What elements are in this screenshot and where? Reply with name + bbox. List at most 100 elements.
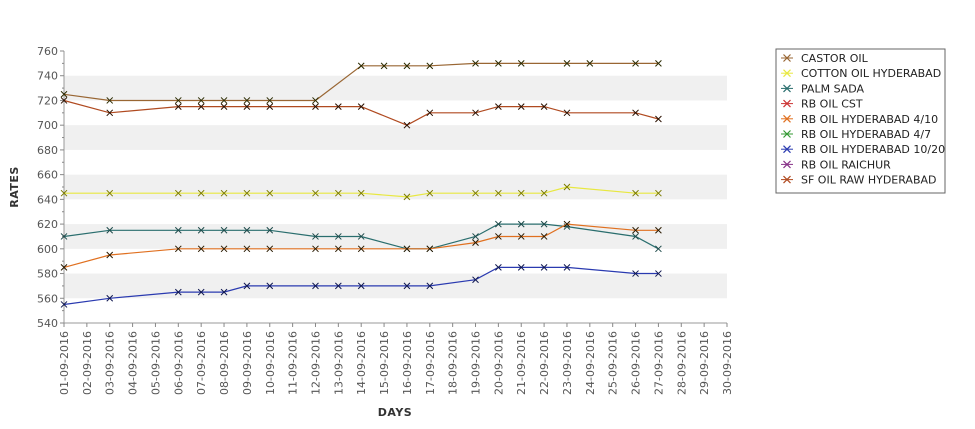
data-point	[655, 270, 662, 277]
data-point	[312, 282, 319, 290]
x-axis: 01-09-2016 02-09-2016 03-09-2016 04-09-2016…	[58, 323, 734, 395]
data-point	[312, 97, 319, 104]
data-point	[563, 183, 571, 191]
data-point	[563, 60, 571, 67]
x-tick-label: 17-09-2016	[424, 331, 437, 395]
x-tick-label: 15-09-2016	[378, 331, 391, 395]
data-point	[220, 189, 228, 197]
series-group	[60, 220, 662, 271]
x-tick-label: 25-09-2016	[607, 331, 620, 395]
data-point	[197, 245, 205, 253]
data-point	[60, 90, 68, 98]
x-tick-label: 20-09-2016	[492, 331, 505, 395]
data-point	[266, 189, 274, 197]
legend-label: PALM SADA	[801, 82, 865, 95]
y-tick-label: 700	[37, 119, 58, 132]
data-point	[472, 109, 479, 117]
data-point	[197, 103, 205, 110]
data-point	[60, 189, 68, 197]
data-point	[540, 233, 548, 240]
legend-label: SF OIL RAW HYDERABAD	[801, 174, 937, 187]
data-point	[334, 233, 342, 240]
data-point	[357, 282, 365, 290]
data-point	[60, 301, 68, 308]
x-tick-label: 03-09-2016	[104, 331, 117, 395]
x-tick-label: 02-09-2016	[81, 331, 94, 395]
data-point	[220, 245, 228, 253]
x-tick-label: 10-09-2016	[264, 331, 277, 395]
data-point	[312, 233, 319, 240]
data-point	[540, 103, 548, 110]
data-point	[540, 220, 548, 228]
y-tick-label: 600	[37, 243, 58, 256]
data-point	[60, 264, 68, 271]
series-group	[60, 264, 662, 308]
data-point	[357, 233, 365, 240]
data-point	[60, 97, 68, 104]
data-point	[266, 282, 274, 290]
legend-label: RB OIL HYDERABAD 4/7	[801, 128, 931, 141]
data-point	[632, 233, 639, 240]
data-point	[426, 109, 434, 117]
data-point	[403, 282, 411, 290]
x-tick-label: 06-09-2016	[172, 331, 185, 395]
x-tick-label: 21-09-2016	[515, 331, 528, 395]
data-point	[563, 109, 571, 117]
legend-label: CASTOR OIL	[801, 52, 869, 65]
y-tick-label: 620	[37, 218, 58, 231]
legend-label: COTTON OIL HYDERABAD	[801, 67, 941, 80]
data-point	[540, 189, 548, 197]
data-point	[220, 103, 228, 110]
data-point	[563, 220, 571, 228]
data-point	[517, 264, 525, 271]
data-point	[243, 226, 251, 234]
data-point	[540, 264, 548, 271]
y-axis-title: RATES	[8, 166, 21, 208]
data-point	[472, 189, 479, 197]
legend-label: RB OIL RAICHUR	[801, 158, 891, 171]
x-tick-label: 01-09-2016	[58, 331, 71, 395]
x-tick-label: 27-09-2016	[652, 331, 665, 395]
data-point	[517, 220, 525, 228]
x-tick-label: 08-09-2016	[218, 331, 231, 395]
data-point	[174, 288, 182, 296]
background-bands	[63, 51, 727, 324]
data-point	[174, 103, 182, 110]
x-tick-label: 16-09-2016	[401, 331, 414, 395]
data-point	[174, 189, 182, 197]
data-point	[472, 233, 479, 240]
series-group	[60, 97, 662, 129]
data-point	[472, 239, 479, 246]
x-tick-label: 14-09-2016	[355, 331, 368, 395]
x-tick-label: 22-09-2016	[538, 331, 551, 395]
x-tick-label: 24-09-2016	[584, 331, 597, 395]
data-point	[403, 62, 411, 70]
data-point	[243, 97, 251, 104]
y-tick-label: 580	[37, 268, 58, 281]
x-tick-label: 26-09-2016	[630, 331, 643, 395]
data-point	[60, 233, 68, 240]
data-point	[266, 103, 274, 110]
data-point	[312, 245, 319, 253]
data-point	[266, 226, 274, 234]
data-point	[472, 60, 479, 67]
series-group	[60, 220, 662, 253]
x-tick-label: 30-09-2016	[721, 331, 734, 395]
data-point	[197, 288, 205, 296]
grid-band	[64, 174, 727, 200]
data-point	[495, 60, 502, 67]
x-tick-label: 23-09-2016	[561, 331, 574, 395]
data-point	[495, 189, 502, 197]
data-point	[266, 97, 274, 104]
data-point	[106, 109, 114, 117]
x-tick-label: 11-09-2016	[287, 331, 300, 395]
data-point	[495, 220, 502, 228]
data-point	[243, 189, 251, 197]
x-tick-label: 29-09-2016	[698, 331, 711, 395]
data-point	[243, 245, 251, 253]
grid-band	[64, 224, 727, 249]
data-point	[106, 189, 114, 197]
legend: CASTOR OIL COTTON OIL HYDERABAD PALM SADA R…	[775, 48, 946, 194]
x-axis-title: DAYS	[378, 406, 412, 419]
